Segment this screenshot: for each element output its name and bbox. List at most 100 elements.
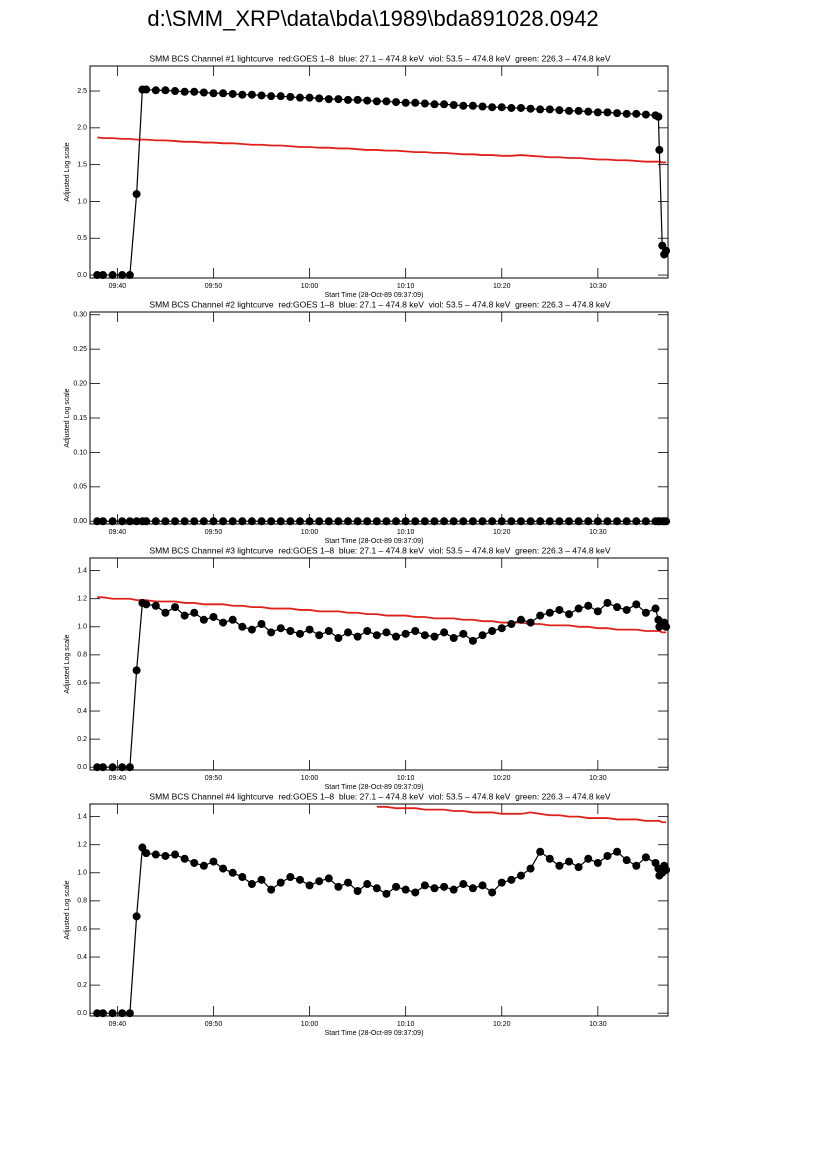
data-point [516, 615, 525, 624]
data-point [180, 611, 189, 620]
y-tick-label: 1.0 [77, 198, 87, 205]
data-point [565, 517, 574, 526]
data-point [267, 92, 276, 101]
data-point [219, 864, 228, 873]
y-tick-label: 0.8 [77, 652, 87, 659]
data-point [565, 610, 574, 619]
data-point [276, 92, 285, 101]
data-point [603, 598, 612, 607]
series-line [97, 596, 667, 634]
data-point [507, 103, 516, 112]
x-tick-label: 10:20 [493, 775, 511, 782]
data-point [555, 605, 564, 614]
data-point [622, 517, 631, 526]
data-point [93, 1009, 102, 1018]
data-point [593, 607, 602, 616]
data-point [440, 517, 449, 526]
data-point [459, 101, 468, 110]
y-axis-label: Adjusted Log scale [64, 388, 71, 447]
x-tick-label: 10:00 [301, 529, 319, 536]
data-point [459, 517, 468, 526]
data-point [662, 865, 671, 874]
data-point [238, 90, 247, 99]
data-point [641, 853, 650, 862]
data-point [392, 517, 401, 526]
data-point [392, 98, 401, 107]
data-point [295, 875, 304, 884]
data-point [324, 517, 333, 526]
data-point [449, 101, 458, 110]
data-point [420, 631, 429, 640]
data-point [295, 93, 304, 102]
data-point [142, 600, 151, 609]
data-point [98, 271, 107, 280]
data-point [142, 517, 151, 526]
data-point [555, 106, 564, 115]
y-tick-label: 1.0 [77, 624, 87, 631]
plot-frame [89, 557, 669, 771]
data-point [468, 884, 477, 893]
data-point [108, 517, 117, 526]
data-point [209, 857, 218, 866]
data-point [118, 517, 127, 526]
data-point [315, 631, 324, 640]
data-point [171, 517, 180, 526]
page-title: d:\SMM_XRP\data\bda\1989\bda891028.0942 [147, 6, 598, 31]
x-tick-label: 10:30 [589, 529, 607, 536]
x-axis-label: Start Time (28-Oct-89 09:37:09) [325, 1030, 424, 1037]
data-point [324, 874, 333, 883]
y-tick-label: 1.5 [77, 161, 87, 168]
data-point [286, 627, 295, 636]
data-point [363, 627, 372, 636]
x-tick-label: 10:10 [397, 529, 415, 536]
y-tick-label: 0.5 [77, 235, 87, 242]
x-tick-label: 10:20 [493, 529, 511, 536]
data-point [449, 517, 458, 526]
data-point [363, 96, 372, 105]
data-point [190, 858, 199, 867]
data-point [219, 89, 228, 98]
data-point [468, 101, 477, 110]
data-point [305, 881, 314, 890]
x-axis-label: Start Time (28-Oct-89 09:37:09) [325, 538, 424, 545]
data-point [209, 612, 218, 621]
data-point [372, 631, 381, 640]
data-point [488, 888, 497, 897]
y-tick-label: 0.6 [77, 680, 87, 687]
data-point [228, 615, 237, 624]
data-point [459, 629, 468, 638]
data-point [118, 271, 127, 280]
data-point [171, 87, 180, 96]
x-tick-label: 09:50 [205, 775, 223, 782]
data-point [497, 624, 506, 633]
data-point [392, 632, 401, 641]
data-point [257, 91, 266, 100]
data-point [363, 880, 372, 889]
data-point [449, 634, 458, 643]
data-point [468, 517, 477, 526]
y-tick-label: 2.5 [77, 88, 87, 95]
data-point [98, 517, 107, 526]
data-point [344, 878, 353, 887]
data-point [593, 517, 602, 526]
data-point [632, 517, 641, 526]
data-point [238, 873, 247, 882]
chart-title: SMM BCS Channel #1 lightcurve red:GOES 1… [149, 53, 611, 63]
data-point [125, 517, 134, 526]
data-point [593, 858, 602, 867]
data-point [138, 843, 147, 852]
data-point [161, 608, 170, 617]
y-tick-label: 0.0 [77, 764, 87, 771]
series-line [376, 805, 667, 824]
y-tick-label: 0.2 [77, 982, 87, 989]
data-point [151, 86, 160, 95]
data-point [401, 629, 410, 638]
data-point [507, 619, 516, 628]
data-point [662, 622, 671, 631]
data-point [411, 517, 420, 526]
y-tick-label: 0.20 [73, 380, 87, 387]
data-point [478, 102, 487, 111]
x-tick-label: 10:10 [397, 283, 415, 290]
data-point [305, 93, 314, 102]
y-tick-label: 1.4 [77, 813, 87, 820]
